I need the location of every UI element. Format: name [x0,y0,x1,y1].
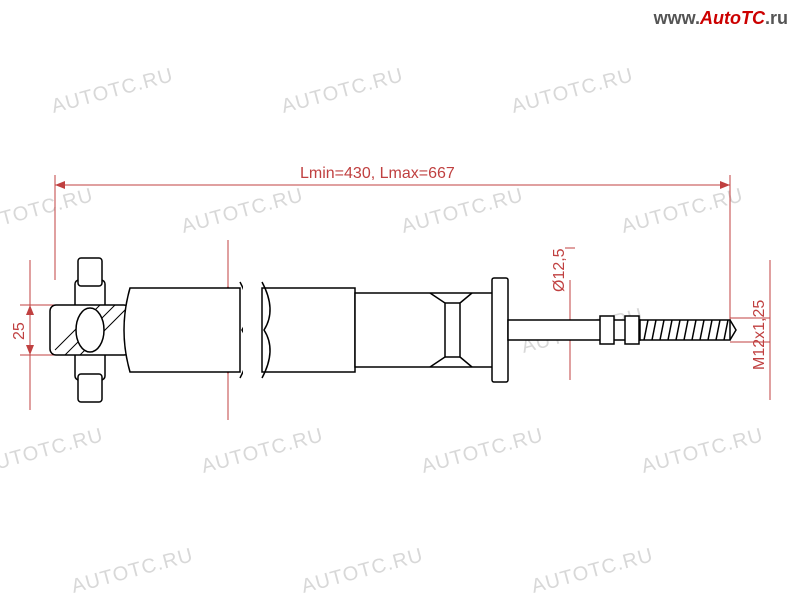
dust-cover [355,278,508,382]
eye-width-label: 25 [11,322,28,340]
technical-drawing: Lmin=430, Lmax=667 25 Ø45 Ø12,5 M12x1,25 [0,0,800,600]
length-label: Lmin=430, Lmax=667 [300,165,455,182]
rod-dia-label: Ø12,5 [551,248,568,292]
piston-rod [508,316,736,344]
dim-rod-dia: Ø12,5 [551,248,575,380]
eye-mount [50,258,130,402]
shock-absorber [50,258,736,402]
thread-label: M12x1,25 [751,300,768,370]
body-tube [124,280,355,380]
